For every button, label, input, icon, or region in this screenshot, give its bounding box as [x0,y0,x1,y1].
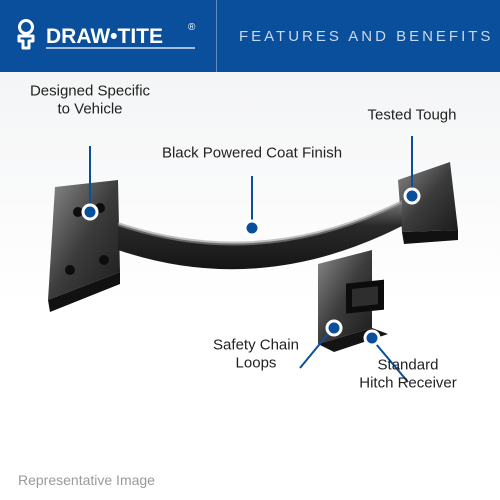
callout-chain: Safety Chain Loops [213,337,299,372]
right-plate [398,162,458,244]
callout-tough: Tested Tough [368,106,457,124]
header-bar: DRAW•TITE ® FEATURES AND BENEFITS [0,0,500,72]
brand-logo: DRAW•TITE ® [0,0,217,72]
footer-note: Representative Image [18,472,155,488]
left-plate [48,180,120,312]
callout-receiver: Standard Hitch Receiver [359,357,457,392]
callout-designed: Designed Specific to Vehicle [30,83,150,118]
callout-coat: Black Powered Coat Finish [162,144,342,162]
hitch-illustration [0,72,500,500]
logo-svg: DRAW•TITE ® [12,16,198,56]
logo-text: DRAW•TITE [46,25,163,48]
illustration-canvas: Designed Specific to Vehicle Black Power… [0,72,500,500]
header-tagline: FEATURES AND BENEFITS [217,28,493,45]
logo-reg: ® [188,22,196,33]
